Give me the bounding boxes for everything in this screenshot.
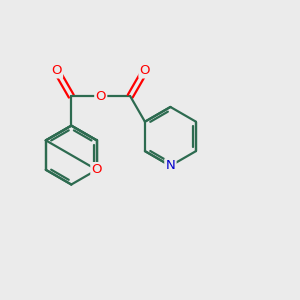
Text: O: O [51, 64, 62, 77]
Text: O: O [95, 90, 106, 103]
Text: N: N [166, 159, 175, 172]
Text: O: O [92, 163, 102, 176]
Text: O: O [140, 64, 150, 77]
